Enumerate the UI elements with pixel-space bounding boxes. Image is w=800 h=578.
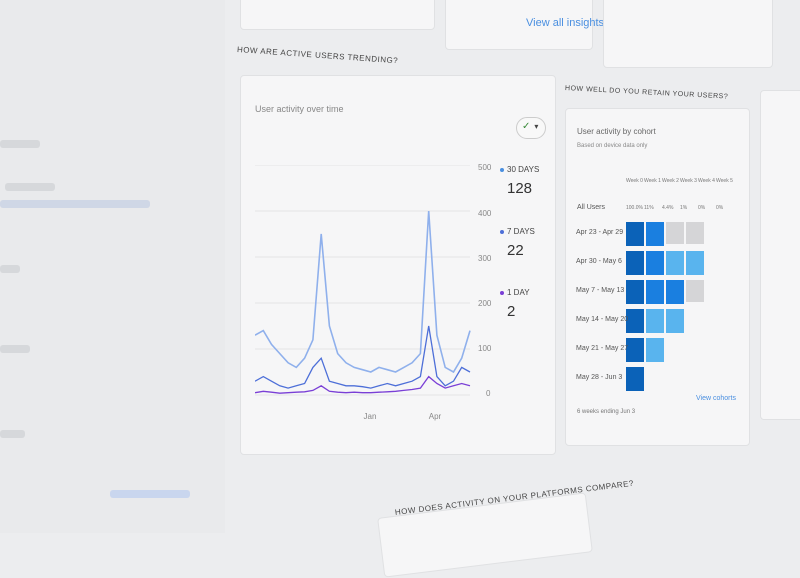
cohort-cell[interactable] bbox=[626, 338, 644, 362]
cohort-row-label: May 7 - May 13 bbox=[576, 287, 625, 294]
side-card bbox=[760, 90, 800, 420]
column-header: Week 1 bbox=[644, 178, 661, 184]
cohort-cell[interactable] bbox=[686, 251, 704, 275]
check-circle-icon: ✓ bbox=[522, 121, 531, 132]
sidebar-link[interactable] bbox=[110, 490, 190, 498]
view-cohorts-link[interactable]: View cohorts bbox=[696, 395, 736, 402]
card-subtitle: Based on device data only bbox=[577, 143, 648, 149]
cohort-cell[interactable] bbox=[646, 309, 664, 333]
legend-30-days[interactable]: 30 DAYS bbox=[500, 165, 539, 174]
x-tick: Jan bbox=[363, 412, 377, 421]
sidebar-item[interactable] bbox=[0, 265, 20, 273]
cohort-cell[interactable] bbox=[646, 251, 664, 275]
column-header: Week 4 bbox=[698, 178, 715, 184]
line-chart bbox=[255, 165, 471, 396]
cohort-card: User activity by cohort Based on device … bbox=[565, 108, 750, 446]
section-heading: HOW ARE ACTIVE USERS TRENDING? bbox=[236, 45, 399, 66]
all-users-value: 0% bbox=[716, 205, 724, 211]
filter-button[interactable]: ✓ ▾ bbox=[516, 117, 546, 139]
all-users-value: 0% bbox=[698, 205, 706, 211]
cohort-cell[interactable] bbox=[666, 309, 684, 333]
y-tick: 200 bbox=[478, 299, 492, 308]
link-text: View all insights bbox=[526, 17, 605, 29]
section-heading: HOW WELL DO YOU RETAIN YOUR USERS? bbox=[564, 85, 729, 101]
series-line-1 bbox=[255, 325, 471, 389]
sidebar-item[interactable] bbox=[0, 140, 40, 148]
legend-1-day[interactable]: 1 DAY bbox=[500, 288, 530, 297]
all-users-value: 11% bbox=[644, 205, 654, 211]
cohort-row-label: May 28 - Jun 3 bbox=[576, 374, 623, 381]
y-tick: 300 bbox=[478, 254, 492, 263]
cohort-row-label: Apr 30 - May 6 bbox=[576, 258, 622, 265]
all-users-value: 1% bbox=[680, 205, 688, 211]
card-title: User activity over time bbox=[255, 104, 344, 114]
cohort-cell[interactable] bbox=[646, 222, 664, 246]
dot-icon bbox=[500, 229, 504, 234]
insight-card bbox=[603, 0, 773, 68]
cohort-row-label: May 21 - May 27 bbox=[576, 345, 629, 352]
column-header: Week 0 bbox=[626, 178, 643, 184]
legend-7-days[interactable]: 7 DAYS bbox=[500, 227, 535, 236]
cohort-row-label: May 14 - May 20 bbox=[576, 316, 629, 323]
y-tick: 400 bbox=[478, 209, 492, 218]
all-users-value: 100.0% bbox=[626, 205, 643, 211]
cohort-cell[interactable] bbox=[646, 280, 664, 304]
dot-icon bbox=[500, 167, 504, 172]
cohort-cell[interactable] bbox=[666, 251, 684, 275]
sidebar-item[interactable] bbox=[0, 200, 150, 208]
all-users-label: All Users bbox=[577, 204, 606, 211]
cohort-cell[interactable] bbox=[666, 280, 684, 304]
y-tick: 100 bbox=[478, 344, 492, 353]
cohort-cell[interactable] bbox=[686, 280, 704, 302]
sidebar bbox=[0, 0, 225, 533]
y-tick: 0 bbox=[486, 389, 491, 398]
cohort-cell[interactable] bbox=[686, 222, 704, 244]
cohort-row-label: Apr 23 - Apr 29 bbox=[576, 229, 624, 236]
legend-value: 22 bbox=[507, 242, 524, 259]
column-header: Week 5 bbox=[716, 178, 733, 184]
cohort-cell[interactable] bbox=[626, 309, 644, 333]
insight-card bbox=[240, 0, 435, 30]
cohort-cell[interactable] bbox=[666, 222, 684, 244]
legend-label: 7 DAYS bbox=[507, 227, 535, 236]
chevron-down-icon: ▾ bbox=[534, 122, 539, 131]
cohort-cell[interactable] bbox=[626, 222, 644, 246]
legend-label: 30 DAYS bbox=[507, 165, 540, 174]
column-header: Week 2 bbox=[662, 178, 679, 184]
insights-card: View all insights → bbox=[445, 0, 618, 50]
cohort-cell[interactable] bbox=[646, 338, 664, 362]
column-header: Week 3 bbox=[680, 178, 697, 184]
legend-value: 2 bbox=[507, 303, 516, 320]
x-tick: Apr bbox=[428, 412, 442, 421]
cohort-cell[interactable] bbox=[626, 367, 644, 391]
legend-label: 1 DAY bbox=[507, 288, 530, 297]
all-users-value: 4.4% bbox=[662, 205, 674, 211]
cohort-cell[interactable] bbox=[626, 280, 644, 304]
cohort-cell[interactable] bbox=[626, 251, 644, 275]
dot-icon bbox=[500, 290, 504, 295]
sidebar-item[interactable] bbox=[5, 183, 55, 191]
series-line-0 bbox=[255, 210, 471, 374]
legend-value: 128 bbox=[507, 180, 533, 197]
series-line-2 bbox=[255, 375, 471, 394]
sidebar-item[interactable] bbox=[0, 430, 25, 438]
card-title: User activity by cohort bbox=[577, 127, 656, 136]
footer-text: 6 weeks ending Jun 3 bbox=[577, 409, 636, 415]
y-tick: 500 bbox=[478, 163, 492, 172]
sidebar-item[interactable] bbox=[0, 345, 30, 353]
